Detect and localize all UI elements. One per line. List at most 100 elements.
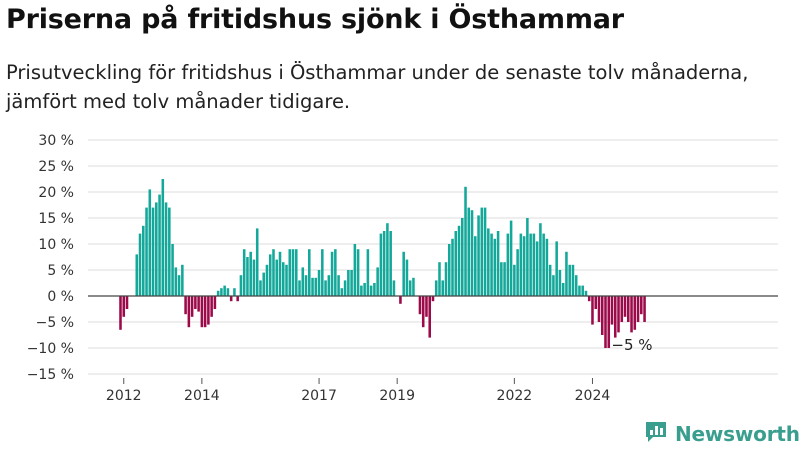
y-axis-tick-labels: 30 % 25 % 20 % 15 % 10 % 5 % 0 % −5 % −10 % −15 % [27,133,74,383]
bar [200,296,204,328]
bar [643,296,646,322]
bar [197,296,200,312]
bar [428,296,431,338]
bar [464,186,467,296]
y-tick-label: 20 % [38,185,74,201]
bar [334,249,337,296]
bar [434,280,438,296]
bar [376,267,379,296]
x-tick-label: 2022 [497,388,533,404]
newsworthy-logo: Newsworthy [643,419,800,449]
bar [503,262,506,296]
bar [285,264,288,296]
bar [161,179,165,296]
bar [373,283,376,296]
x-tick-label: 2012 [106,388,142,404]
bar [627,296,630,322]
bar [509,220,513,296]
x-tick-label: 2019 [379,388,415,404]
bar [308,249,311,296]
bar [597,296,601,322]
bar [177,275,181,296]
bar [529,233,532,296]
bar [506,233,510,296]
bar [516,249,519,296]
bar [444,262,448,296]
bar [210,296,213,317]
bar [246,257,249,296]
chart-title: Priserna på fritidshus sjönk i Östhammar [6,4,624,35]
bar [249,251,252,296]
bar [158,194,161,296]
bar [311,277,314,296]
bar [441,280,445,296]
bar [187,296,191,328]
bar [194,296,197,309]
bar [317,270,321,296]
chart-subtitle: Prisutveckling för fritidshus i Östhamma… [6,61,749,113]
x-tick-label: 2014 [184,388,220,404]
bar [135,254,139,296]
bar [519,233,523,296]
bar [379,233,383,296]
bar [591,296,594,325]
bar [493,238,497,296]
bar [438,262,441,296]
bar [301,267,305,296]
y-tick-label: 10 % [38,237,74,253]
bar [522,236,526,296]
bar [640,296,643,315]
bar [207,296,210,325]
bar [216,290,220,296]
brand-name: Newsworthy [675,422,800,446]
bars [119,179,646,348]
bar [275,259,279,296]
bar [408,280,412,296]
bar [581,285,584,296]
bar [496,231,500,296]
bar [594,296,598,309]
bar [552,275,555,296]
y-tick-label: 0 % [47,289,74,305]
bar [174,267,178,296]
x-axis-tick-labels: 2012 2014 2017 2019 2022 2024 [106,378,610,404]
bar [418,296,422,315]
bar [636,296,640,322]
y-tick-label: 25 % [38,159,74,175]
bar [470,210,474,296]
bar [571,264,575,296]
y-tick-label: −15 % [27,367,74,383]
bar [447,244,451,296]
bar [600,296,604,335]
bar [327,275,331,296]
bar [164,202,168,296]
bar [604,296,607,348]
bar [490,233,493,296]
x-tick-label: 2024 [575,388,611,404]
bar [421,296,425,328]
bar [259,280,262,296]
bar [151,207,155,296]
bar [356,249,360,296]
bar [119,296,122,330]
bar [555,241,558,296]
bar [288,249,292,296]
bar [321,249,324,296]
bar [587,296,591,302]
bar [483,207,487,296]
bar [584,290,588,296]
bar [457,225,461,296]
bar [272,249,275,296]
bar [226,288,230,296]
bar [467,207,471,296]
bar [386,223,389,296]
bar [295,249,298,296]
bar [337,275,340,296]
bar [610,296,614,325]
bar [474,236,477,296]
y-tick-label: 30 % [38,133,74,149]
bar [168,207,171,296]
bar [265,264,269,296]
bar [252,259,256,296]
bar [513,264,516,296]
